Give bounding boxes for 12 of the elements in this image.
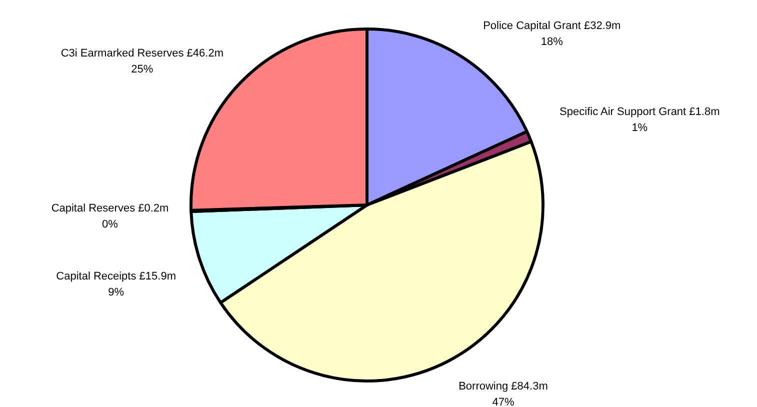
slice-label: Borrowing £84.3m [458,380,548,393]
text: 9% [108,286,124,298]
text: 25% [131,64,154,76]
text: 0% [102,218,118,230]
slice-label: C3i Earmarked Reserves £46.2m [60,48,224,60]
slice-label: Specific Air Support Grant £1.8m [560,106,720,118]
slice-label: Capital Receipts £15.9m [56,270,176,282]
text: 1% [632,122,648,134]
slice-label: Capital Reserves £0.2m [51,202,169,214]
text: 18% [540,36,564,48]
slice-label: Police Capital Grant £32.9m [483,20,621,32]
text: 47% [492,396,514,407]
